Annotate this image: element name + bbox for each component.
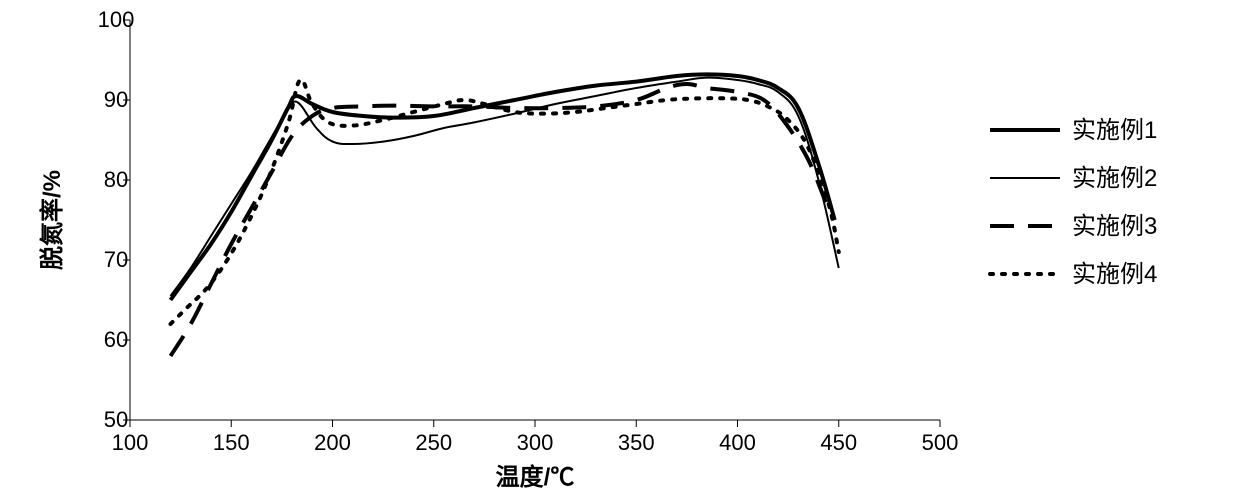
legend-label: 实施例4 [1072, 261, 1157, 288]
line-chart: 100 150 200 250 300 350 400 450 500 50 60 70 80 90 100… [0, 0, 1240, 501]
y-tick-label: 70 [104, 247, 128, 272]
x-axis-label: 温度/℃ [496, 463, 575, 491]
legend-label: 实施例1 [1072, 117, 1157, 144]
legend-label: 实施例2 [1072, 165, 1157, 192]
x-tick-label: 300 [517, 430, 554, 455]
x-tick-label: 150 [213, 430, 250, 455]
x-tick-label: 350 [618, 430, 655, 455]
chart-container: 100 150 200 250 300 350 400 450 500 50 60 70 80 90 100… [0, 0, 1240, 501]
x-tick-label: 100 [112, 430, 149, 455]
x-tick-label: 200 [314, 430, 351, 455]
x-tick-label: 450 [820, 430, 857, 455]
y-tick-label: 100 [98, 7, 135, 32]
x-tick-label: 250 [415, 430, 452, 455]
y-tick-label: 80 [104, 167, 128, 192]
legend-label: 实施例3 [1072, 213, 1157, 240]
y-axis-label: 脱氮率/% [38, 170, 66, 270]
chart-background [0, 0, 1240, 501]
y-tick-label: 90 [104, 87, 128, 112]
x-tick-label: 500 [922, 430, 959, 455]
y-tick-label: 60 [104, 327, 128, 352]
x-tick-label: 400 [719, 430, 756, 455]
y-tick-label: 50 [104, 407, 128, 432]
